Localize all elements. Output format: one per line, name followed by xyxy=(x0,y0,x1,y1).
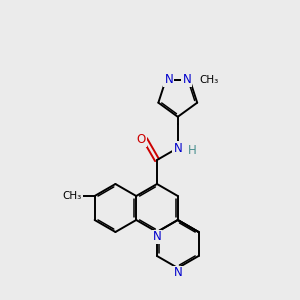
Text: CH₃: CH₃ xyxy=(63,191,82,201)
Text: N: N xyxy=(153,230,161,244)
Text: CH₃: CH₃ xyxy=(200,75,219,85)
Text: O: O xyxy=(136,133,146,146)
Text: N: N xyxy=(173,142,182,154)
Text: N: N xyxy=(173,266,182,280)
Text: N: N xyxy=(164,74,173,86)
Text: N: N xyxy=(182,74,191,86)
Text: H: H xyxy=(188,145,196,158)
